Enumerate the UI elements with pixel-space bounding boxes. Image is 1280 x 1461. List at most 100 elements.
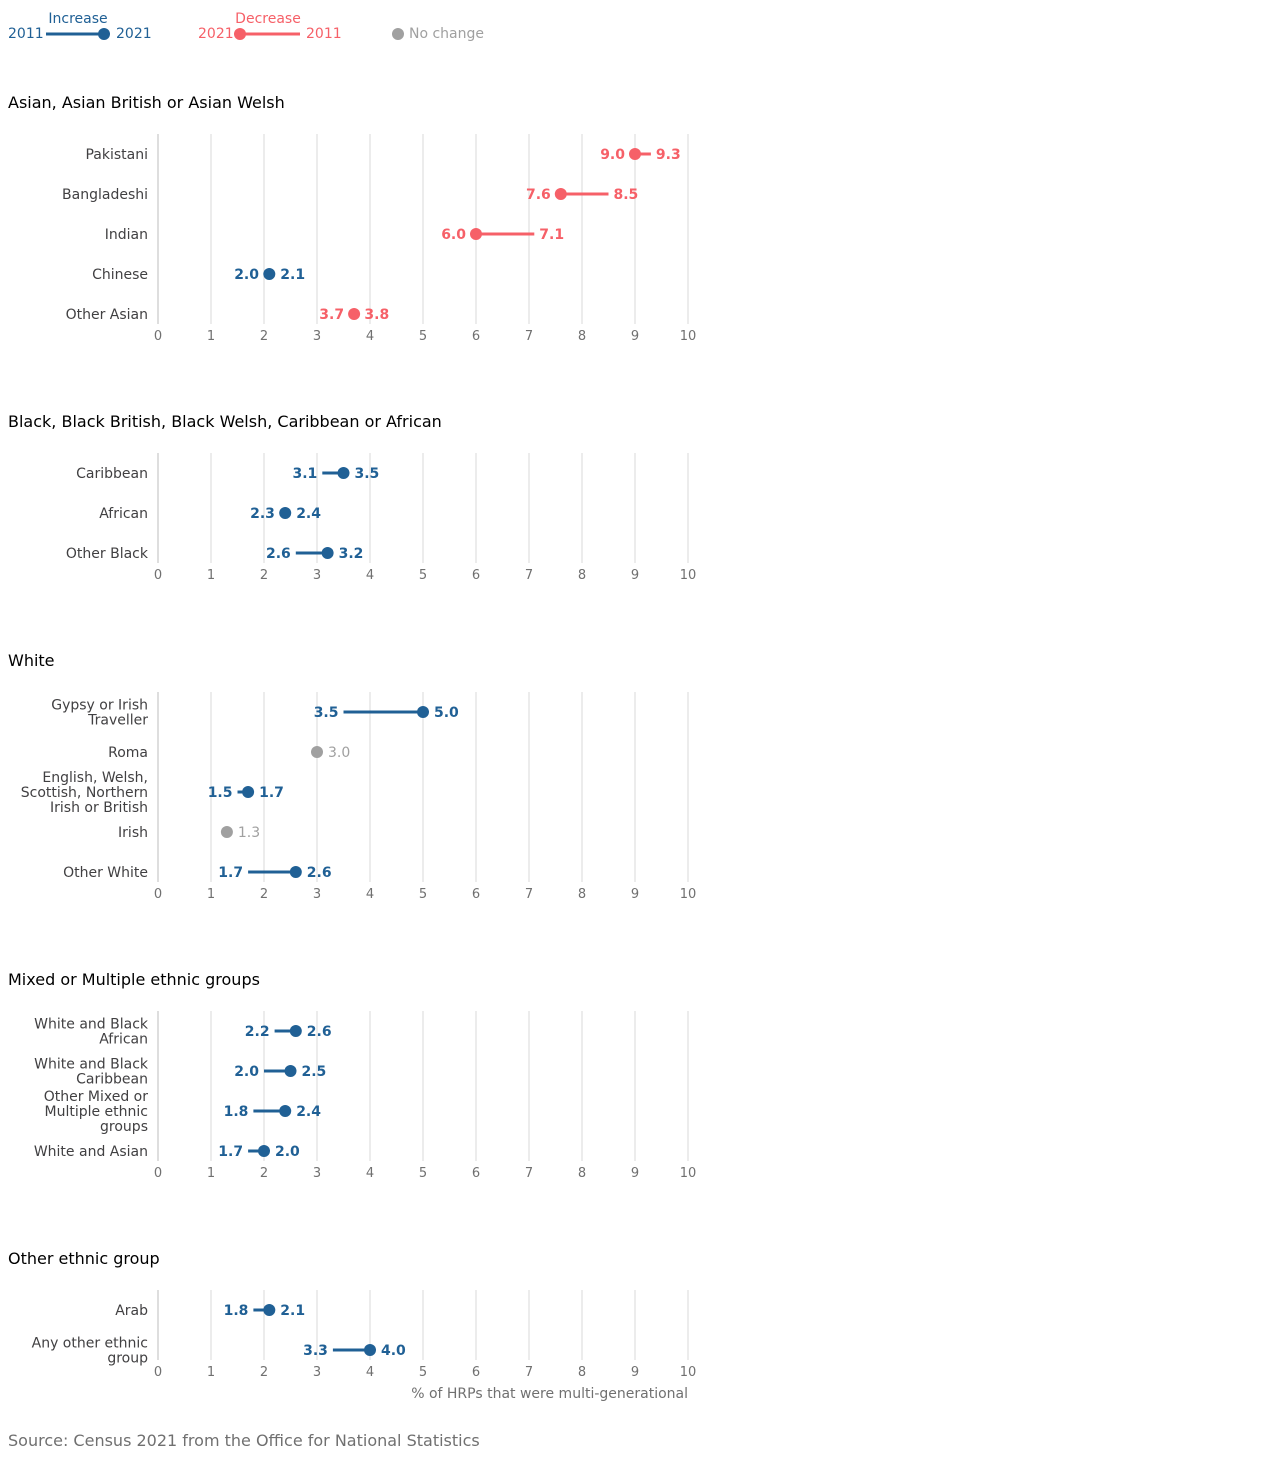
row-label: Other Black bbox=[66, 546, 149, 562]
dot-2021 bbox=[554, 188, 567, 200]
panel-1-tick-label: 9 bbox=[631, 329, 639, 344]
panel-5-tick-label: 6 bbox=[472, 1365, 480, 1380]
legend-decrease-from: 2021 bbox=[198, 26, 234, 42]
panel-2-tick-label: 4 bbox=[366, 568, 374, 583]
value-label-2011: 1.8 bbox=[224, 1303, 249, 1319]
value-label-2021: 2.1 bbox=[280, 267, 305, 283]
panel-1-tick-label: 5 bbox=[419, 329, 427, 344]
value-label-2021: 2.4 bbox=[296, 506, 321, 522]
panel-2-tick-label: 2 bbox=[260, 568, 268, 583]
panel-2-tick-label: 6 bbox=[472, 568, 480, 583]
value-label-2021: 2.1 bbox=[280, 1303, 305, 1319]
panel-3-tick-label: 6 bbox=[472, 887, 480, 902]
row-label: Other Asian bbox=[66, 307, 148, 323]
panel-5-tick-label: 2 bbox=[260, 1365, 268, 1380]
dot-2021 bbox=[279, 1105, 292, 1117]
value-label-2011: 9.3 bbox=[656, 147, 681, 163]
legend-increase-from: 2011 bbox=[8, 26, 44, 42]
panel-4-tick-label: 0 bbox=[154, 1166, 162, 1181]
panel-2-tick-label: 7 bbox=[525, 568, 533, 583]
dot-2021 bbox=[337, 467, 350, 479]
row-label: Chinese bbox=[92, 267, 148, 283]
panel-1-tick-label: 4 bbox=[366, 329, 374, 344]
value-label-2011: 2.0 bbox=[234, 1064, 259, 1080]
panel-5-tick-label: 10 bbox=[680, 1365, 697, 1380]
panel-1-tick-label: 8 bbox=[578, 329, 586, 344]
value-label-2021: 5.0 bbox=[434, 705, 459, 721]
value-label-2011: 1.5 bbox=[208, 785, 233, 801]
value-label-2011: 3.1 bbox=[292, 466, 317, 482]
value-label-2021: 1.7 bbox=[259, 785, 284, 801]
row-label: Any other ethnic group bbox=[32, 1336, 148, 1367]
source-note: Source: Census 2021 from the Office for … bbox=[8, 1431, 480, 1450]
x-axis-label: % of HRPs that were multi-generational bbox=[411, 1386, 688, 1402]
dot-2021 bbox=[242, 786, 255, 798]
row-label: Caribbean bbox=[76, 466, 148, 482]
panel-2-tick-label: 0 bbox=[154, 568, 162, 583]
value-label-2021: 9.0 bbox=[600, 147, 625, 163]
panel-4-tick-label: 10 bbox=[680, 1166, 697, 1181]
value-label-2021: 2.6 bbox=[307, 865, 332, 881]
panel-2-tick-label: 8 bbox=[578, 568, 586, 583]
panel-1-tick-label: 0 bbox=[154, 329, 162, 344]
value-label-2011: 1.7 bbox=[218, 1144, 243, 1160]
value-label-2011: 7.1 bbox=[539, 227, 564, 243]
dot-2021 bbox=[263, 1304, 276, 1316]
panel-4-tick-label: 9 bbox=[631, 1166, 639, 1181]
dot-2021 bbox=[364, 1344, 376, 1356]
panel-2-tick-label: 10 bbox=[680, 568, 697, 583]
value-label-2021: 3.7 bbox=[319, 307, 344, 323]
value-label-2021: 2.0 bbox=[275, 1144, 300, 1160]
panel-4-tick-label: 8 bbox=[578, 1166, 586, 1181]
panel-1-tick-label: 1 bbox=[207, 329, 215, 344]
value-label-2011: 3.3 bbox=[303, 1343, 328, 1359]
dot-2021 bbox=[258, 1145, 270, 1157]
panel-5-tick-label: 0 bbox=[154, 1365, 162, 1380]
panel-5-tick-label: 5 bbox=[419, 1365, 427, 1380]
row-label: African bbox=[99, 506, 148, 522]
dot-2021 bbox=[263, 268, 276, 280]
panel-2-tick-label: 3 bbox=[313, 568, 321, 583]
row-label: White and Asian bbox=[34, 1144, 148, 1160]
legend-nochange-label: No change bbox=[409, 26, 484, 42]
panel-4-tick-label: 6 bbox=[472, 1166, 480, 1181]
panel-1-tick-label: 7 bbox=[525, 329, 533, 344]
value-label-2011: 2.2 bbox=[245, 1024, 270, 1040]
row-label: Other Mixed or Multiple ethnic groups bbox=[44, 1089, 149, 1135]
value-label-2011: 3.8 bbox=[364, 307, 389, 323]
legend-nochange-dot bbox=[392, 28, 404, 40]
value-label-2011: 8.5 bbox=[614, 187, 639, 203]
panel-3-tick-label: 5 bbox=[419, 887, 427, 902]
panel-2-tick-label: 9 bbox=[631, 568, 639, 583]
panel-4-tick-label: 7 bbox=[525, 1166, 533, 1181]
panel-1-tick-label: 10 bbox=[680, 329, 697, 344]
panel-1-tick-label: 2 bbox=[260, 329, 268, 344]
value-label-2021: 6.0 bbox=[441, 227, 466, 243]
legend-decrease-to: 2011 bbox=[306, 26, 342, 42]
value-label-2021: 3.5 bbox=[355, 466, 380, 482]
panel-1-title: Asian, Asian British or Asian Welsh bbox=[8, 93, 285, 112]
dot-2021 bbox=[220, 826, 233, 838]
value-label-2011: 2.0 bbox=[234, 267, 259, 283]
panel-3-title: White bbox=[8, 651, 55, 670]
panel-5-tick-label: 1 bbox=[207, 1365, 215, 1380]
panel-5-tick-label: 4 bbox=[366, 1365, 374, 1380]
value-label-2021: 3.0 bbox=[328, 745, 350, 761]
dot-2021 bbox=[629, 148, 641, 160]
panel-4-tick-label: 1 bbox=[207, 1166, 215, 1181]
dot-2021 bbox=[311, 746, 323, 758]
panel-4-tick-label: 4 bbox=[366, 1166, 374, 1181]
panel-3-tick-label: 7 bbox=[525, 887, 533, 902]
row-label: Roma bbox=[108, 745, 148, 761]
dot-2021 bbox=[348, 308, 361, 320]
row-label: White and Black African bbox=[34, 1017, 149, 1048]
dumbbell-chart-panels: Asian, Asian British or Asian Welsh 0 1 2 3 4… bbox=[8, 93, 697, 1402]
value-label-2021: 3.2 bbox=[339, 546, 364, 562]
panel-2-title: Black, Black British, Black Welsh, Carib… bbox=[8, 412, 442, 431]
chart-legend: Increase 2011 2021 Decrease 2021 2011 No… bbox=[8, 11, 484, 42]
value-label-2021: 1.3 bbox=[238, 825, 260, 841]
value-label-2011: 2.3 bbox=[250, 506, 275, 522]
value-label-2021: 2.4 bbox=[296, 1104, 321, 1120]
panel-3-tick-label: 2 bbox=[260, 887, 268, 902]
value-label-2021: 4.0 bbox=[381, 1343, 406, 1359]
